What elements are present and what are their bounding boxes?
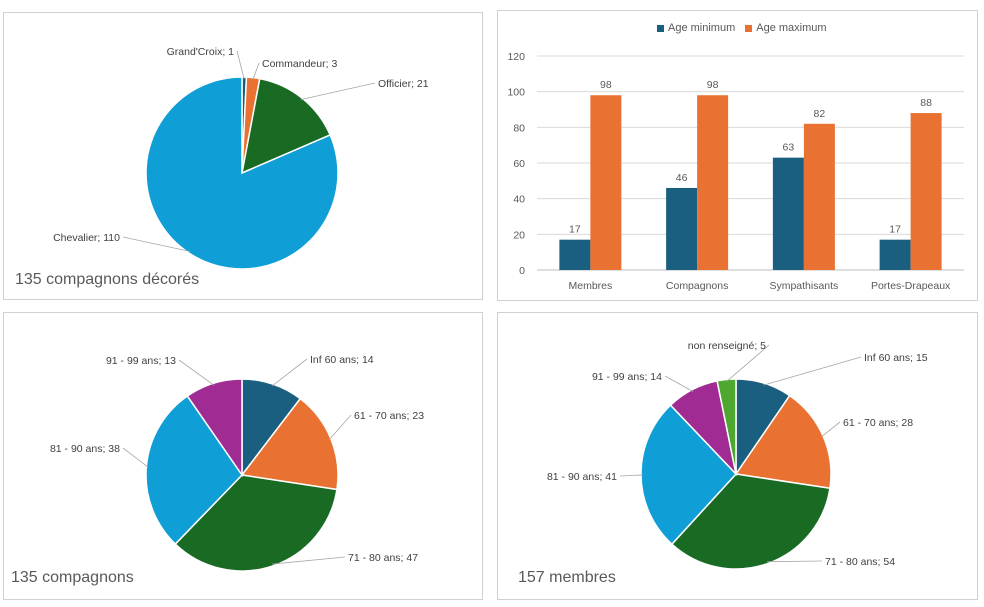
x-category-label: Membres <box>568 280 612 292</box>
membres-age-slice-label-5: non renseigné; 5 <box>688 340 766 352</box>
legend-swatch-min <box>657 24 664 32</box>
decoration-slice-label-1: Commandeur; 3 <box>262 58 337 70</box>
bar-max-3 <box>910 113 942 270</box>
compagnons-pie-chart: Inf 60 ans; 14 61 - 70 ans; 23 71 - 80 ans… <box>50 354 424 572</box>
bar-max-0 <box>590 95 622 270</box>
decoration-leader-line-2 <box>300 82 376 100</box>
bar-min-0 <box>559 239 591 270</box>
bar-data-label: 17 <box>569 224 581 236</box>
membres-age-slice-label-3: 81 - 90 ans; 41 <box>547 471 617 483</box>
bar-data-label: 82 <box>814 108 826 120</box>
membres-age-leader-line-0 <box>763 356 862 386</box>
bar-data-label: 46 <box>676 172 688 184</box>
compagnons-age-slice-label-0: Inf 60 ans; 14 <box>310 354 374 366</box>
membres-age-leader-line-4 <box>664 375 694 392</box>
legend-item-min: Age minimum <box>657 22 735 34</box>
compagnons-caption: 135 compagnons <box>11 569 134 586</box>
decoration-slice-3 <box>145 76 339 270</box>
bar-data-label: 63 <box>783 142 795 154</box>
x-category-label: Compagnons <box>666 280 728 292</box>
membres-age-slice-label-1: 61 - 70 ans; 28 <box>843 417 913 429</box>
compagnons-age-slice-label-1: 61 - 70 ans; 23 <box>354 410 424 422</box>
decoration-leader-line-0 <box>236 50 245 80</box>
membres-age-leader-line-2 <box>767 560 823 563</box>
decoration-leader-line-3 <box>122 236 191 252</box>
age-bar-chart: 0 20 40 60 80 100 120 17 98 Membres 46 98 Compagnons… <box>507 51 964 292</box>
membres-caption: 157 membres <box>518 569 616 586</box>
membres-age-slice-label-0: Inf 60 ans; 15 <box>864 352 928 364</box>
bar-data-label: 98 <box>707 79 719 91</box>
decoration-slice-label-2: Officier; 21 <box>378 78 429 90</box>
membres-age-leader-line-3 <box>619 474 644 477</box>
y-tick-label: 0 <box>519 265 525 277</box>
compagnons-age-leader-line-2 <box>272 556 346 565</box>
decorations-pie-panel: Grand'Croix; 1 Commandeur; 3 Officier; 21 C… <box>3 12 483 300</box>
bar-legend: Age minimum Age maximum <box>657 22 827 34</box>
compagnons-age-leader-line-1 <box>328 414 352 441</box>
decoration-leader-line-1 <box>252 62 260 80</box>
legend-swatch-max <box>745 24 753 32</box>
y-tick-label: 80 <box>513 122 525 134</box>
compagnons-pie-panel: Inf 60 ans; 14 61 - 70 ans; 23 71 - 80 ans… <box>3 312 483 600</box>
bar-max-1 <box>697 95 729 270</box>
compagnons-age-slice-2 <box>174 474 338 572</box>
compagnons-age-slice-3 <box>145 394 243 546</box>
membres-age-slice-1 <box>734 394 832 490</box>
compagnons-age-leader-line-4 <box>178 359 215 386</box>
legend-label-max: Age maximum <box>756 22 827 34</box>
bar-data-label: 17 <box>889 224 901 236</box>
legend-item-max: Age maximum <box>745 22 827 34</box>
compagnons-age-leader-line-0 <box>271 358 308 387</box>
y-tick-label: 120 <box>507 51 525 63</box>
bar-data-label: 98 <box>600 79 612 91</box>
y-tick-label: 40 <box>513 194 525 206</box>
bar-min-2 <box>772 157 804 270</box>
membres-pie-panel: Inf 60 ans; 15 61 - 70 ans; 28 71 - 80 ans… <box>497 312 978 600</box>
y-tick-label: 20 <box>513 229 525 241</box>
compagnons-age-slice-label-2: 71 - 80 ans; 47 <box>348 552 418 564</box>
membres-pie-chart: Inf 60 ans; 15 61 - 70 ans; 28 71 - 80 ans… <box>547 340 928 570</box>
membres-age-slice-5 <box>716 378 737 475</box>
bar-max-2 <box>803 123 835 271</box>
y-tick-label: 100 <box>507 87 525 99</box>
membres-age-slice-2 <box>670 473 831 570</box>
legend-label-min: Age minimum <box>668 22 736 34</box>
compagnons-age-slice-label-4: 91 - 99 ans; 13 <box>106 355 176 367</box>
decorations-caption: 135 compagnons décorés <box>15 271 200 288</box>
x-category-label: Sympathisants <box>769 280 838 292</box>
age-bar-panel: Age minimum Age maximum 0 20 40 60 80 100 120 1… <box>497 10 978 301</box>
membres-age-slice-label-4: 91 - 99 ans; 14 <box>592 371 662 383</box>
compagnons-age-slice-4 <box>186 378 243 478</box>
x-category-label: Portes-Drapeaux <box>871 280 951 292</box>
membres-age-slice-label-2: 71 - 80 ans; 54 <box>825 556 895 568</box>
membres-age-leader-line-1 <box>821 421 841 438</box>
compagnons-age-slice-label-3: 81 - 90 ans; 38 <box>50 443 120 455</box>
decoration-slice-2 <box>241 77 332 175</box>
compagnons-age-leader-line-3 <box>122 447 149 468</box>
bar-min-3 <box>879 239 911 270</box>
membres-age-leader-line-5 <box>726 344 770 382</box>
bar-data-label: 88 <box>920 97 932 109</box>
compagnons-age-slice-1 <box>240 397 339 491</box>
decorations-pie-chart: Grand'Croix; 1 Commandeur; 3 Officier; 21 C… <box>53 46 429 270</box>
bar-min-1 <box>666 187 698 270</box>
decoration-slice-label-3: Chevalier; 110 <box>53 232 120 244</box>
decoration-slice-label-0: Grand'Croix; 1 <box>167 46 235 58</box>
y-tick-label: 60 <box>513 158 525 170</box>
